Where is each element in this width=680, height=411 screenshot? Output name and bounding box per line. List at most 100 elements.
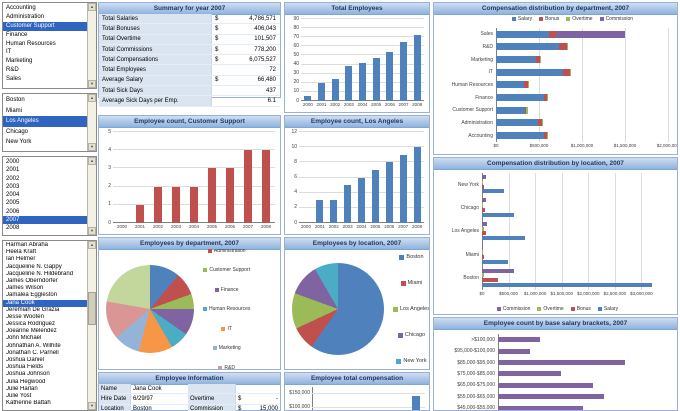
summary-row: Total Compensations $6,075,527 bbox=[99, 55, 280, 66]
list-item[interactable]: Human Resources bbox=[6, 40, 56, 47]
list-item[interactable]: Jeremiah De Grazia bbox=[6, 306, 60, 313]
list-item[interactable]: Jamalea Eggleston bbox=[6, 292, 58, 299]
scroll-down-icon[interactable]: ▼ bbox=[88, 402, 96, 410]
scrollbar[interactable]: ▲ ▼ bbox=[87, 3, 96, 88]
chart-employee-count-customer-support[interactable]: Employee count, Customer Support 0 1 2 3 4 5 2… bbox=[98, 115, 281, 235]
list-item[interactable]: Jonathan C. Parnell bbox=[6, 349, 59, 356]
chart-employee-count-by-salary-bracket[interactable]: Employee count by base salary brackets, … bbox=[433, 317, 678, 411]
legend-label: Overtime bbox=[572, 16, 593, 22]
year-listbox[interactable]: 2000 2001 2002 2003 2004 2005 2006 2007 2008 ▲ ▼ bbox=[2, 156, 97, 236]
bar-segment bbox=[566, 43, 568, 51]
list-item[interactable]: Heela Kraft bbox=[6, 249, 37, 256]
list-item[interactable]: Julia Hegwood bbox=[6, 378, 46, 385]
list-item[interactable]: Jacqueline N. Hildebrand bbox=[6, 270, 74, 277]
list-item[interactable]: Ian Helmer bbox=[6, 256, 36, 263]
list-item[interactable]: 2007 bbox=[3, 216, 88, 225]
list-item[interactable]: 2008 bbox=[6, 225, 20, 232]
scroll-up-icon[interactable]: ▲ bbox=[88, 241, 96, 249]
legend-label: Salary bbox=[603, 306, 619, 312]
legend-label: Los Angeles bbox=[400, 306, 429, 312]
chart-employees-by-department-pie[interactable]: Employees by department, 2007 Accounting… bbox=[98, 237, 281, 370]
gridline bbox=[301, 54, 424, 56]
chart-compensation-by-location[interactable]: Compensation distribution by location, 2… bbox=[433, 157, 678, 315]
list-item[interactable]: 2003 bbox=[6, 183, 20, 190]
x-tick-label: 2002 bbox=[330, 102, 341, 107]
summary-row: Average Sick Days per Emp. 6.1 bbox=[99, 96, 280, 107]
list-item[interactable]: Harman Abraha bbox=[6, 242, 49, 248]
list-item[interactable]: Finance bbox=[6, 31, 28, 38]
category-label: $65,000-$75,000 bbox=[457, 382, 495, 389]
bar bbox=[304, 96, 312, 101]
scroll-down-icon[interactable]: ▼ bbox=[88, 227, 96, 235]
list-item[interactable]: Marketing bbox=[6, 58, 33, 65]
x-tick-label: 2007 bbox=[242, 224, 254, 229]
list-item[interactable]: Miami bbox=[6, 107, 22, 114]
list-item[interactable]: James Oberndorfer bbox=[6, 277, 58, 284]
x-tick-label: 2003 bbox=[342, 224, 353, 229]
list-item[interactable]: Accounting bbox=[6, 5, 36, 11]
department-listbox[interactable]: Accounting Administration Customer Support… bbox=[2, 2, 97, 89]
legend-item: Commission bbox=[599, 16, 633, 22]
list-item[interactable]: Boston bbox=[6, 97, 25, 103]
bar-segment bbox=[496, 81, 525, 89]
list-item[interactable]: Joshua Fields bbox=[6, 364, 44, 371]
list-item[interactable]: Chicago bbox=[6, 128, 29, 135]
scroll-up-icon[interactable]: ▲ bbox=[88, 94, 96, 102]
list-item[interactable]: Jessica Rodriguez bbox=[6, 321, 56, 328]
list-item[interactable]: Sales bbox=[6, 76, 22, 83]
list-item[interactable]: Johnathan A. Wilhite bbox=[6, 342, 61, 349]
list-item[interactable]: Jacqueline N. Gappy bbox=[6, 263, 62, 270]
gridline bbox=[301, 45, 424, 47]
list-item[interactable]: James Wilson bbox=[6, 285, 44, 292]
scroll-up-icon[interactable]: ▲ bbox=[88, 157, 96, 165]
category-label: $75,000-$85,000 bbox=[457, 370, 495, 377]
legend-label: Human Resources bbox=[209, 306, 251, 312]
list-item[interactable]: Joeanne Melendez bbox=[6, 328, 57, 335]
list-item[interactable]: Julie Harlan bbox=[6, 385, 38, 392]
employee-info-row: Location Boston Commission $15,000 bbox=[99, 404, 280, 411]
list-item[interactable]: 2006 bbox=[6, 208, 20, 215]
list-item[interactable]: Administration bbox=[6, 13, 45, 20]
bar bbox=[482, 236, 525, 241]
list-item[interactable]: 2005 bbox=[6, 200, 20, 207]
bar bbox=[359, 62, 366, 101]
list-item[interactable]: Jana Cook bbox=[3, 299, 88, 307]
scrollbar[interactable]: ▲ ▼ bbox=[87, 241, 96, 410]
legend-item: Finance bbox=[214, 283, 239, 296]
employee-listbox[interactable]: Harman Abraha Heela Kraft Ian Helmer Jacque… bbox=[2, 240, 97, 411]
list-item[interactable]: Customer Support bbox=[3, 21, 88, 31]
category-label: Los Angeles bbox=[451, 228, 479, 235]
list-item[interactable]: R&D bbox=[6, 67, 19, 74]
list-item[interactable]: 2002 bbox=[6, 175, 20, 182]
y-axis bbox=[312, 387, 313, 410]
scroll-thumb[interactable] bbox=[88, 291, 96, 326]
chart-employee-total-compensation[interactable]: Employee total compensation $150,000 $100… bbox=[284, 372, 430, 411]
list-item[interactable]: John Michael bbox=[6, 335, 42, 342]
chart-compensation-by-department[interactable]: Compensation distribution by department,… bbox=[433, 2, 678, 155]
list-item[interactable]: 2001 bbox=[6, 167, 20, 174]
list-item[interactable]: Los Angeles bbox=[3, 116, 88, 127]
scroll-down-icon[interactable]: ▼ bbox=[88, 80, 96, 88]
scroll-down-icon[interactable]: ▼ bbox=[88, 143, 96, 151]
legend-item: R&D bbox=[218, 361, 235, 369]
list-item[interactable]: Katherine Battah bbox=[6, 400, 51, 407]
list-item[interactable]: Jesse Wooten bbox=[6, 313, 44, 320]
location-listbox[interactable]: Boston Miami Los Angeles Chicago New York ▲ ▼ bbox=[2, 93, 97, 152]
list-item[interactable]: IT bbox=[6, 49, 12, 56]
chart-employee-count-los-angeles[interactable]: Employee count, Los Angeles 0 2 4 6 8 10 12 200… bbox=[284, 115, 430, 235]
list-item[interactable]: Joshua Johnson bbox=[6, 371, 50, 378]
x-tick-label: $1,000,000 bbox=[523, 291, 547, 296]
scroll-up-icon[interactable]: ▲ bbox=[88, 3, 96, 11]
list-item[interactable]: New York bbox=[6, 139, 32, 145]
bar bbox=[372, 58, 380, 101]
list-item[interactable]: 2004 bbox=[6, 192, 20, 199]
list-item[interactable]: 2000 bbox=[6, 159, 20, 165]
list-item[interactable]: Joshua Daniel bbox=[6, 357, 45, 363]
scrollbar[interactable]: ▲ ▼ bbox=[87, 157, 96, 235]
scrollbar[interactable]: ▲ ▼ bbox=[87, 94, 96, 151]
summary-label: Total Overtime bbox=[99, 34, 212, 44]
chart-employees-by-location-pie[interactable]: Employees by location, 2007 Boston Miami L… bbox=[284, 237, 430, 370]
chart-total-employees[interactable]: Total Employees 0 10 20 30 40 50 60 70 80 90 2000 2… bbox=[284, 2, 430, 113]
list-item[interactable]: Julie Yost bbox=[6, 392, 32, 399]
